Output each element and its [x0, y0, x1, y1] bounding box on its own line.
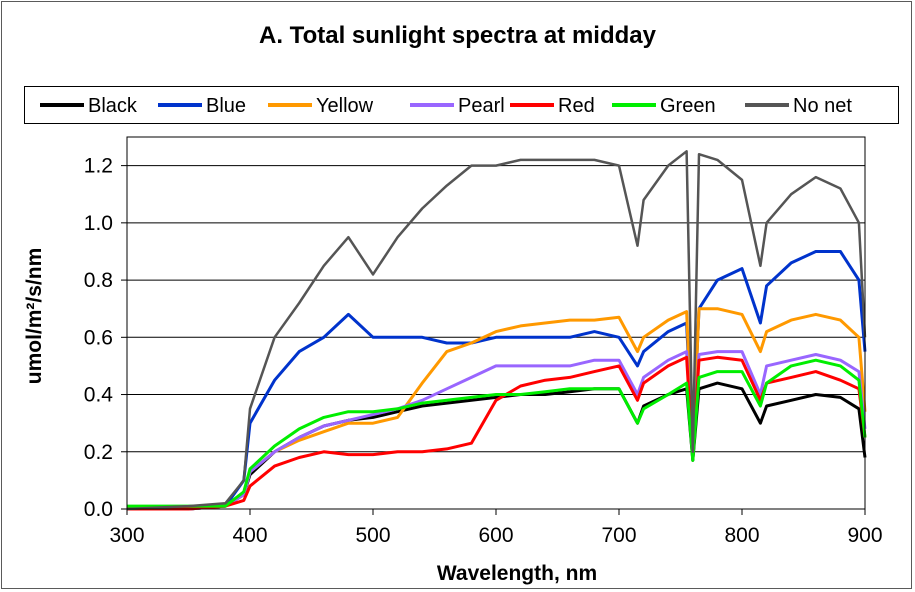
x-axis-title: Wavelength, nm — [437, 562, 597, 585]
x-tick-label: 300 — [109, 524, 144, 547]
series-line-pearl — [127, 350, 867, 511]
x-tick-label: 800 — [724, 524, 759, 547]
series-line-yellow — [127, 307, 867, 511]
y-axis-title: umol/m²/s/nm — [23, 248, 46, 385]
chart-title: A. Total sunlight spectra at midday — [259, 22, 656, 49]
series-line-no-net — [126, 150, 867, 511]
series-line-green — [127, 358, 867, 508]
axes: 0.0 0.2 0.4 0.6 0.8 1.0 1.2 300 400 500 600 700 800 9… — [84, 136, 883, 547]
y-tick-label: 0.4 — [84, 384, 114, 407]
legend-label: Green — [660, 95, 716, 117]
legend: Black Blue Yellow Pearl Red Green No net — [40, 95, 852, 117]
series-lines — [126, 150, 867, 511]
y-tick-label: 0.0 — [84, 498, 113, 521]
legend-label: No net — [793, 95, 852, 117]
y-tick-label: 1.0 — [84, 212, 113, 235]
legend-label: Blue — [206, 95, 246, 117]
y-tick-label: 0.6 — [84, 326, 113, 349]
plot-area — [126, 136, 866, 510]
x-tick-label: 400 — [232, 524, 267, 547]
legend-label: Yellow — [316, 95, 374, 117]
x-tick-label: 500 — [355, 524, 390, 547]
y-tick-label: 0.8 — [84, 269, 113, 292]
x-tick-label: 600 — [478, 524, 513, 547]
legend-label: Black — [88, 95, 138, 117]
legend-label: Red — [558, 95, 595, 117]
x-tick-label: 900 — [847, 524, 882, 547]
y-tick-label: 0.2 — [84, 441, 113, 464]
y-tick-label: 1.2 — [84, 155, 113, 178]
series-line-blue — [127, 250, 867, 511]
x-tick-label: 700 — [601, 524, 636, 547]
legend-label: Pearl — [458, 95, 505, 117]
